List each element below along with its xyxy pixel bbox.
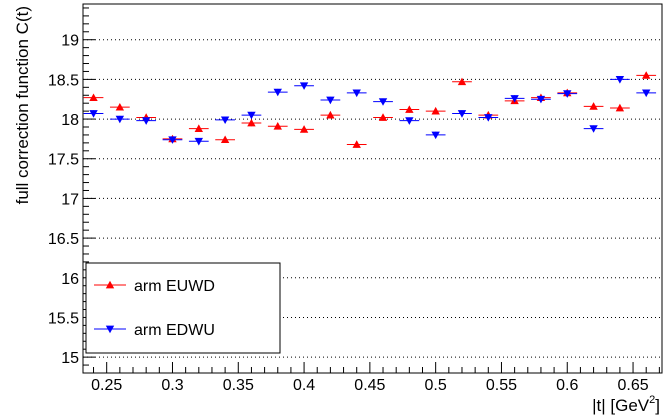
data-point [484,114,493,122]
y-tick-label: 16.5 [48,231,79,248]
data-point [89,110,98,118]
data-point [457,77,467,86]
x-tick-label: 0.5 [425,377,447,394]
legend-marker [105,280,115,289]
data-point [247,118,256,127]
data-point [168,136,177,144]
legend-box [85,262,281,354]
x-tick-label: 0.65 [617,377,648,394]
y-tick-label: 15 [61,350,79,367]
series-2-group [83,76,657,146]
data-point [247,111,256,120]
data-point [141,117,151,125]
y-tick-label: 19 [61,33,79,50]
data-point [563,90,572,98]
data-point [326,96,335,105]
x-tick-label: 0.3 [161,377,183,394]
x-axis-title: |t| [GeV2] [592,394,660,415]
legend-label: arm EDWU [134,322,215,339]
x-axis-title-sup: 2 [649,394,655,406]
y-tick-label: 17 [61,191,79,208]
axes: 15 15.5 16 16.5 17 17.5 18 18.5 19 0.25 0.3 0.35 0.4… [48,7,660,394]
data-point [352,89,361,98]
legend: arm EUWD arm EDWU [85,262,281,354]
legend-label: arm EUWD [134,278,215,295]
data-point [642,71,651,79]
legend-marker [105,325,115,334]
x-tick-label: 0.55 [486,377,517,394]
data-point [115,115,125,124]
data-point [115,102,125,111]
data-point [299,82,309,90]
data-point [273,88,282,97]
data-point [220,135,230,144]
y-axis-title: full correction function C(t) [13,6,32,204]
data-point [536,95,546,104]
x-tick-label: 0.6 [556,377,578,394]
data-point [405,105,414,113]
y-tick-label: 16 [61,271,79,288]
data-point [89,93,98,101]
data-point [589,102,598,110]
x-axis-title-close: ] [655,396,660,415]
data-point [273,122,282,130]
data-point [431,106,440,115]
x-tick-label: 0.25 [91,377,122,394]
x-axis-title-main: |t| [GeV [592,396,650,415]
data-point [194,137,203,146]
data-point [510,95,519,103]
x-tick-label: 0.35 [223,377,254,394]
data-point [326,110,335,119]
data-point [589,125,598,133]
data-point [378,113,388,121]
x-tick-label: 0.45 [354,377,385,394]
data-point [642,89,651,98]
y-tick-label: 17.5 [48,152,79,169]
data-point [405,117,414,125]
y-tick-label: 18.5 [48,72,79,89]
x-tick-label: 0.4 [293,377,315,394]
data-point [378,98,388,106]
data-point [457,110,467,118]
data-point [299,125,309,133]
data-point [615,76,625,84]
data-point [431,131,440,140]
data-point [352,140,361,148]
data-point [220,116,230,125]
data-point [194,124,203,132]
plot-frame [82,3,663,374]
y-tick-label: 15.5 [48,310,79,327]
data-marks [83,71,657,148]
y-tick-label: 18 [61,112,79,129]
data-point [615,103,625,112]
